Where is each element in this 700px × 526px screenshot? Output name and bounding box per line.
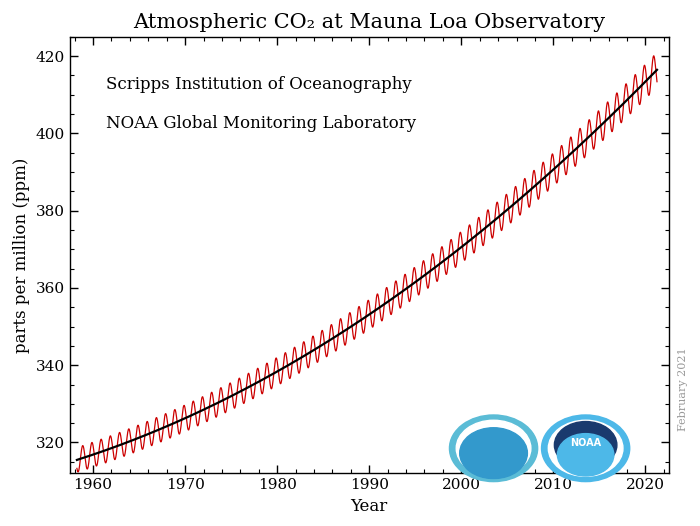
Title: Atmospheric CO₂ at Mauna Loa Observatory: Atmospheric CO₂ at Mauna Loa Observatory xyxy=(133,14,606,33)
Y-axis label: parts per million (ppm): parts per million (ppm) xyxy=(13,157,30,353)
Text: NOAA: NOAA xyxy=(570,438,601,448)
Text: NOAA Global Monitoring Laboratory: NOAA Global Monitoring Laboratory xyxy=(106,115,416,133)
X-axis label: Year: Year xyxy=(351,498,388,515)
Text: February 2021: February 2021 xyxy=(678,348,687,431)
Text: Scripps Institution of Oceanography: Scripps Institution of Oceanography xyxy=(106,76,412,93)
